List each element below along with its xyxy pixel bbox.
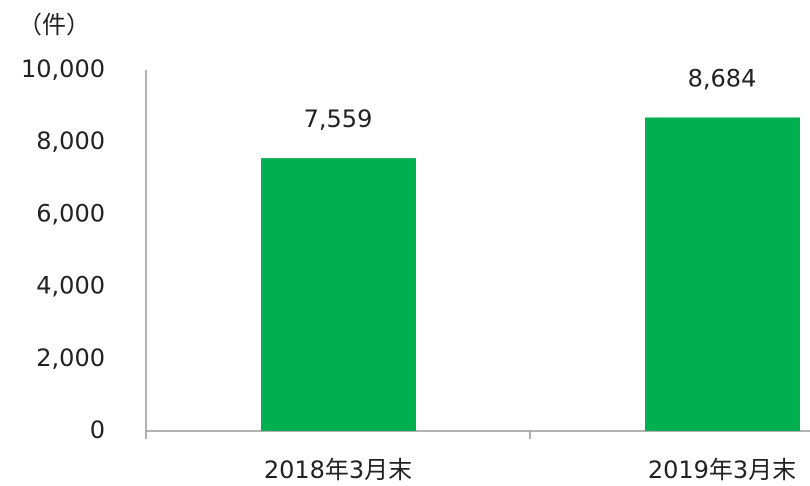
y-tick-label: 4,000	[36, 272, 105, 300]
x-tick-label: 2019年3月末	[648, 456, 796, 484]
y-tick-label: 10,000	[21, 55, 105, 83]
bar	[645, 117, 800, 431]
x-tick-label: 2018年3月末	[264, 456, 412, 484]
unit-label: （件）	[18, 11, 90, 39]
y-tick-label: 0	[90, 416, 105, 444]
y-tick-label: 2,000	[36, 344, 105, 372]
value-label: 8,684	[688, 65, 757, 93]
bar	[261, 158, 416, 431]
y-tick-label: 8,000	[36, 127, 105, 155]
value-label: 7,559	[304, 105, 373, 133]
y-tick-label: 6,000	[36, 199, 105, 227]
